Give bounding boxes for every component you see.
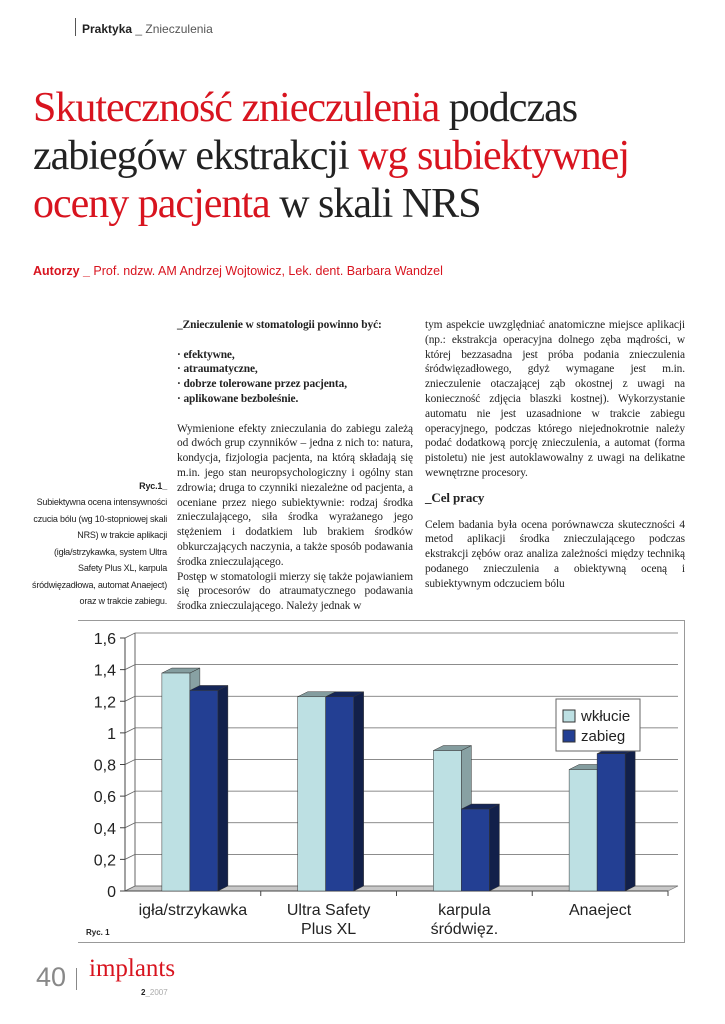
caption-label: Ryc.1_ <box>139 480 167 491</box>
x-tick-label: śródwięz. <box>431 921 499 938</box>
y-tick-label: 0,8 <box>94 757 116 774</box>
article-header: Skuteczność znieczulenia podczas zabiegó… <box>33 84 713 278</box>
authors: Autorzy _ Prof. ndzw. AM Andrzej Wojtowi… <box>33 264 713 278</box>
gridline <box>124 632 678 639</box>
title-part: w skali NRS <box>269 181 481 227</box>
y-tick-label: 1,2 <box>94 694 116 711</box>
issue: 2 <box>141 988 146 997</box>
x-tick-label: Plus XL <box>301 921 356 938</box>
paragraph: Celem badania była ocena porównawcza sku… <box>425 518 685 590</box>
bar-chart: 0 0,2 0,4 0,6 0,8 1 1,2 1,4 1,6 igła/strzykawka Ul… <box>94 631 679 938</box>
section-name: Praktyka <box>82 22 133 36</box>
y-tick-label: 0,2 <box>94 852 116 869</box>
title-part: podczas zabiegów ekstrakcji <box>33 85 578 179</box>
bar-zabieg <box>461 808 490 892</box>
chart-label: Ryc. 1 <box>86 927 110 937</box>
authors-names: Prof. ndzw. AM Andrzej Wojtowicz, Lek. d… <box>89 264 443 278</box>
figure-caption: Ryc.1_ Subiektywna ocena intensywności cz… <box>30 478 167 610</box>
section-heading: _Znieczulenie w stomatologii powinno być… <box>177 319 382 331</box>
y-tick-label: 1,4 <box>94 663 116 680</box>
bar-side <box>489 803 500 892</box>
x-tick-label: igła/strzykawka <box>139 902 248 919</box>
bar-side <box>217 684 229 892</box>
y-tick-label: 0,4 <box>94 821 116 838</box>
y-tick-label: 0 <box>107 884 116 901</box>
bar-wkłucie <box>161 672 191 892</box>
text-columns: Ryc.1_ Subiektywna ocena intensywności cz… <box>0 318 725 614</box>
legend-label: wkłucie <box>580 708 630 725</box>
title-part: Skuteczność znieczulenia <box>33 85 440 131</box>
legend-label: zabieg <box>581 728 625 745</box>
bar-side <box>624 748 636 892</box>
bar-zabieg <box>189 690 219 892</box>
bullet-list: · efektywne, · atraumatyczne, · dobrze t… <box>177 348 413 407</box>
chart-frame: 0 0,2 0,4 0,6 0,8 1 1,2 1,4 1,6 igła/strzykawka Ul… <box>78 619 685 943</box>
list-item: · efektywne, <box>177 348 235 361</box>
middle-column: _Znieczulenie w stomatologii powinno być… <box>177 318 413 614</box>
article-title: Skuteczność znieczulenia podczas zabiegó… <box>33 84 713 228</box>
y-tick-label: 0,6 <box>94 789 116 806</box>
title-part: wg subiektywnej oceny pacjenta <box>33 133 630 227</box>
x-tick-label: Anaeject <box>569 902 632 919</box>
x-tick-label: Ultra Safety <box>287 902 371 919</box>
bar-wkłucie <box>433 750 462 892</box>
footer-divider <box>76 968 77 990</box>
right-column: tym aspekcie uwzględniać anatomiczne mie… <box>425 318 685 614</box>
y-tick-label: 1 <box>107 726 116 743</box>
magazine-logo: implants <box>89 955 176 982</box>
bar-zabieg <box>325 696 354 892</box>
bar-wkłucie <box>568 769 598 892</box>
subsection-name: Znieczulenia <box>145 22 213 36</box>
x-tick-label: karpula <box>438 902 491 919</box>
y-tick-label: 1,6 <box>94 631 116 648</box>
paragraph: Wymienione efekty znieczulania do zabieg… <box>177 422 413 568</box>
running-header: Praktyka _ Znieczulenia <box>75 18 213 36</box>
separator: _ <box>132 22 146 36</box>
page-number: 40 <box>36 962 67 992</box>
paragraph: Postęp w stomatologii mierzy się także p… <box>177 570 413 613</box>
issue-number: 2_2007 <box>141 988 168 998</box>
bar-wkłucie <box>297 696 326 892</box>
legend-swatch <box>562 709 576 723</box>
section-heading: _Cel pracy <box>425 489 485 505</box>
list-item: · aplikowane bezboleśnie. <box>177 392 299 405</box>
authors-label: Autorzy _ <box>33 264 90 278</box>
bar-zabieg <box>596 753 626 892</box>
year: _2007 <box>145 988 168 997</box>
legend-swatch <box>562 729 576 743</box>
gridline <box>124 664 678 670</box>
list-item: · atraumatyczne, <box>177 363 258 376</box>
list-item: · dobrze tolerowane przez pacjenta, <box>177 378 347 391</box>
paragraph: tym aspekcie uwzględniać anatomiczne mie… <box>425 319 685 479</box>
bar-side <box>353 691 364 892</box>
article-body: Ryc.1_ Subiektywna ocena intensywności cz… <box>0 318 725 943</box>
caption-text: Subiektywna ocena intensywności czucia b… <box>32 497 167 607</box>
